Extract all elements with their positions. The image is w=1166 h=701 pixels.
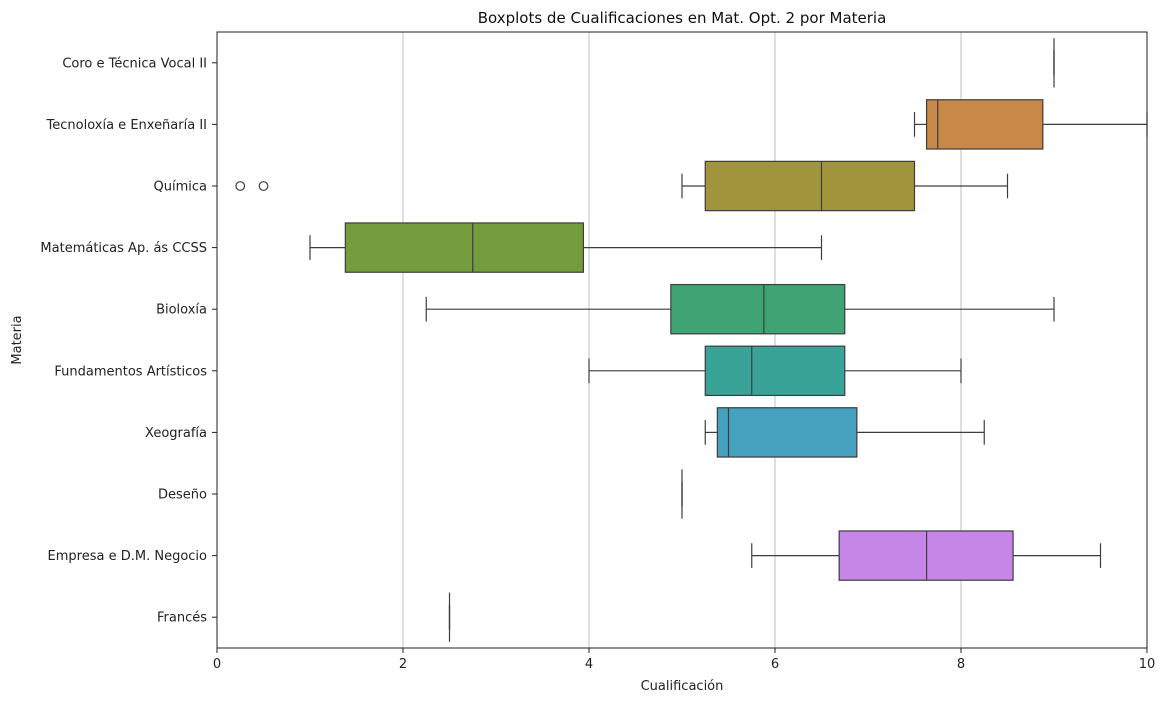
x-tick-label: 6 xyxy=(771,657,779,672)
box-group xyxy=(588,345,962,397)
y-tick-label: Matemáticas Ap. ás CCSS xyxy=(40,241,207,256)
x-axis-title: Cualificación xyxy=(641,679,724,694)
box-iqr xyxy=(716,407,858,458)
box-iqr xyxy=(670,283,846,335)
plot-frame xyxy=(216,31,1148,649)
y-tick-label: Francés xyxy=(157,611,207,626)
box-group xyxy=(425,283,1055,335)
x-tick-label: 0 xyxy=(213,657,221,672)
outlier-point xyxy=(258,181,269,191)
outlier-point xyxy=(235,181,246,191)
box-iqr xyxy=(925,99,1044,150)
y-tick-label: Química xyxy=(154,180,207,195)
x-tick-label: 4 xyxy=(585,657,593,672)
box-iqr xyxy=(704,345,846,397)
x-tick-label: 8 xyxy=(957,657,965,672)
box-group xyxy=(913,99,1148,150)
box-group xyxy=(751,530,1102,581)
box-layer xyxy=(235,38,1148,642)
y-axis-title: Materia xyxy=(10,315,25,364)
x-tick-label: 2 xyxy=(399,657,407,672)
box-group xyxy=(235,160,1009,212)
box-iqr xyxy=(704,160,916,212)
x-tick-label: 10 xyxy=(1139,657,1156,672)
box-iqr xyxy=(344,222,585,273)
box-group xyxy=(309,222,823,273)
chart-title: Boxplots de Cualificaciones en Mat. Opt.… xyxy=(478,9,887,27)
y-axis: Coro e Técnica Vocal II Tecnoloxía e Enxe… xyxy=(40,56,217,626)
y-tick-label: Fundamentos Artísticos xyxy=(54,364,207,379)
y-tick-label: Xeografía xyxy=(145,426,207,441)
y-tick-label: Empresa e D.M. Negocio xyxy=(48,549,207,564)
y-tick-label: Coro e Técnica Vocal II xyxy=(62,56,207,71)
box-group xyxy=(704,407,985,458)
y-tick-label: Bioloxía xyxy=(156,303,207,318)
y-tick-label: Deseño xyxy=(158,488,207,503)
x-axis: 0 2 4 6 8 10 xyxy=(213,648,1155,672)
y-tick-label: Tecnoloxía e Enxeñaría II xyxy=(46,118,207,133)
